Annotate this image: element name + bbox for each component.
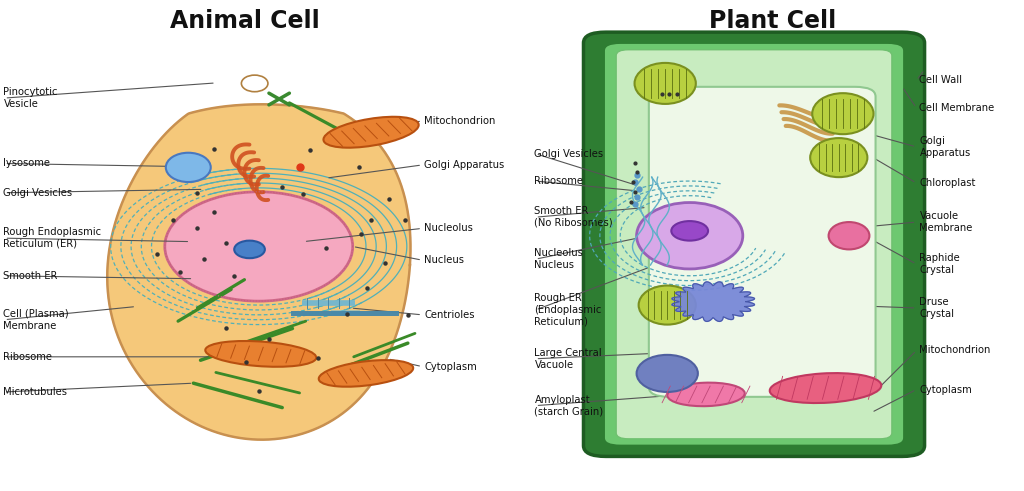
Text: Raphide
Crystal: Raphide Crystal xyxy=(920,253,961,275)
Ellipse shape xyxy=(672,221,708,241)
Text: Chloroplast: Chloroplast xyxy=(920,178,976,188)
Ellipse shape xyxy=(637,202,742,269)
Ellipse shape xyxy=(242,75,268,92)
Ellipse shape xyxy=(234,241,265,258)
Ellipse shape xyxy=(324,117,419,148)
Ellipse shape xyxy=(166,153,211,182)
Text: Rough Endoplasmic
Reticulum (ER): Rough Endoplasmic Reticulum (ER) xyxy=(3,227,101,249)
FancyBboxPatch shape xyxy=(649,87,876,397)
Text: Golgi Vesicles: Golgi Vesicles xyxy=(535,149,603,159)
Text: Ribosome: Ribosome xyxy=(535,176,584,186)
Text: Centrioles: Centrioles xyxy=(424,310,475,320)
Text: Smooth ER
(No Ribosomes): Smooth ER (No Ribosomes) xyxy=(535,206,613,228)
Text: Golgi Apparatus: Golgi Apparatus xyxy=(424,160,505,170)
Text: Plant Cell: Plant Cell xyxy=(709,9,836,33)
Text: lysosome: lysosome xyxy=(3,159,50,168)
Text: Vacuole
Membrane: Vacuole Membrane xyxy=(920,211,973,233)
Ellipse shape xyxy=(668,382,744,406)
Text: Pinocytotic
Vesicle: Pinocytotic Vesicle xyxy=(3,87,58,109)
Polygon shape xyxy=(672,282,755,322)
Text: Large Central
Vacuole: Large Central Vacuole xyxy=(535,348,602,370)
Text: Cytoplasm: Cytoplasm xyxy=(424,361,477,372)
Text: Mitochondrion: Mitochondrion xyxy=(424,116,496,126)
Ellipse shape xyxy=(165,192,352,301)
Ellipse shape xyxy=(205,341,316,367)
Ellipse shape xyxy=(318,360,414,387)
Text: Nucleus: Nucleus xyxy=(424,255,464,265)
FancyBboxPatch shape xyxy=(584,32,925,457)
Text: Nucleolus
Nucleus: Nucleolus Nucleus xyxy=(535,248,584,270)
Text: Microtubules: Microtubules xyxy=(3,387,68,397)
Text: Mitochondrion: Mitochondrion xyxy=(920,346,991,355)
Text: Cytoplasm: Cytoplasm xyxy=(920,384,972,395)
Text: Smooth ER: Smooth ER xyxy=(3,271,57,281)
Ellipse shape xyxy=(639,286,696,325)
Text: Druse
Crystal: Druse Crystal xyxy=(920,297,954,319)
Ellipse shape xyxy=(770,373,882,403)
Text: Animal Cell: Animal Cell xyxy=(170,9,319,33)
Text: Golgi Vesicles: Golgi Vesicles xyxy=(3,188,73,198)
Text: Ribosome: Ribosome xyxy=(3,352,52,362)
Ellipse shape xyxy=(812,93,873,134)
Text: Nucleolus: Nucleolus xyxy=(424,223,473,233)
FancyBboxPatch shape xyxy=(604,43,904,446)
Text: Cell (Plasma)
Membrane: Cell (Plasma) Membrane xyxy=(3,309,69,330)
Text: Cell Membrane: Cell Membrane xyxy=(920,103,994,113)
Text: Golgi
Apparatus: Golgi Apparatus xyxy=(920,136,971,158)
Ellipse shape xyxy=(637,355,698,392)
FancyBboxPatch shape xyxy=(616,50,892,439)
Ellipse shape xyxy=(810,138,867,177)
Text: Rough ER
(Endoplasmic
Reticulum): Rough ER (Endoplasmic Reticulum) xyxy=(535,293,602,327)
Polygon shape xyxy=(108,104,411,439)
Text: Cell Wall: Cell Wall xyxy=(920,76,963,85)
Text: Amyloplast
(starch Grain): Amyloplast (starch Grain) xyxy=(535,395,603,416)
Ellipse shape xyxy=(635,63,696,104)
Ellipse shape xyxy=(828,222,869,249)
